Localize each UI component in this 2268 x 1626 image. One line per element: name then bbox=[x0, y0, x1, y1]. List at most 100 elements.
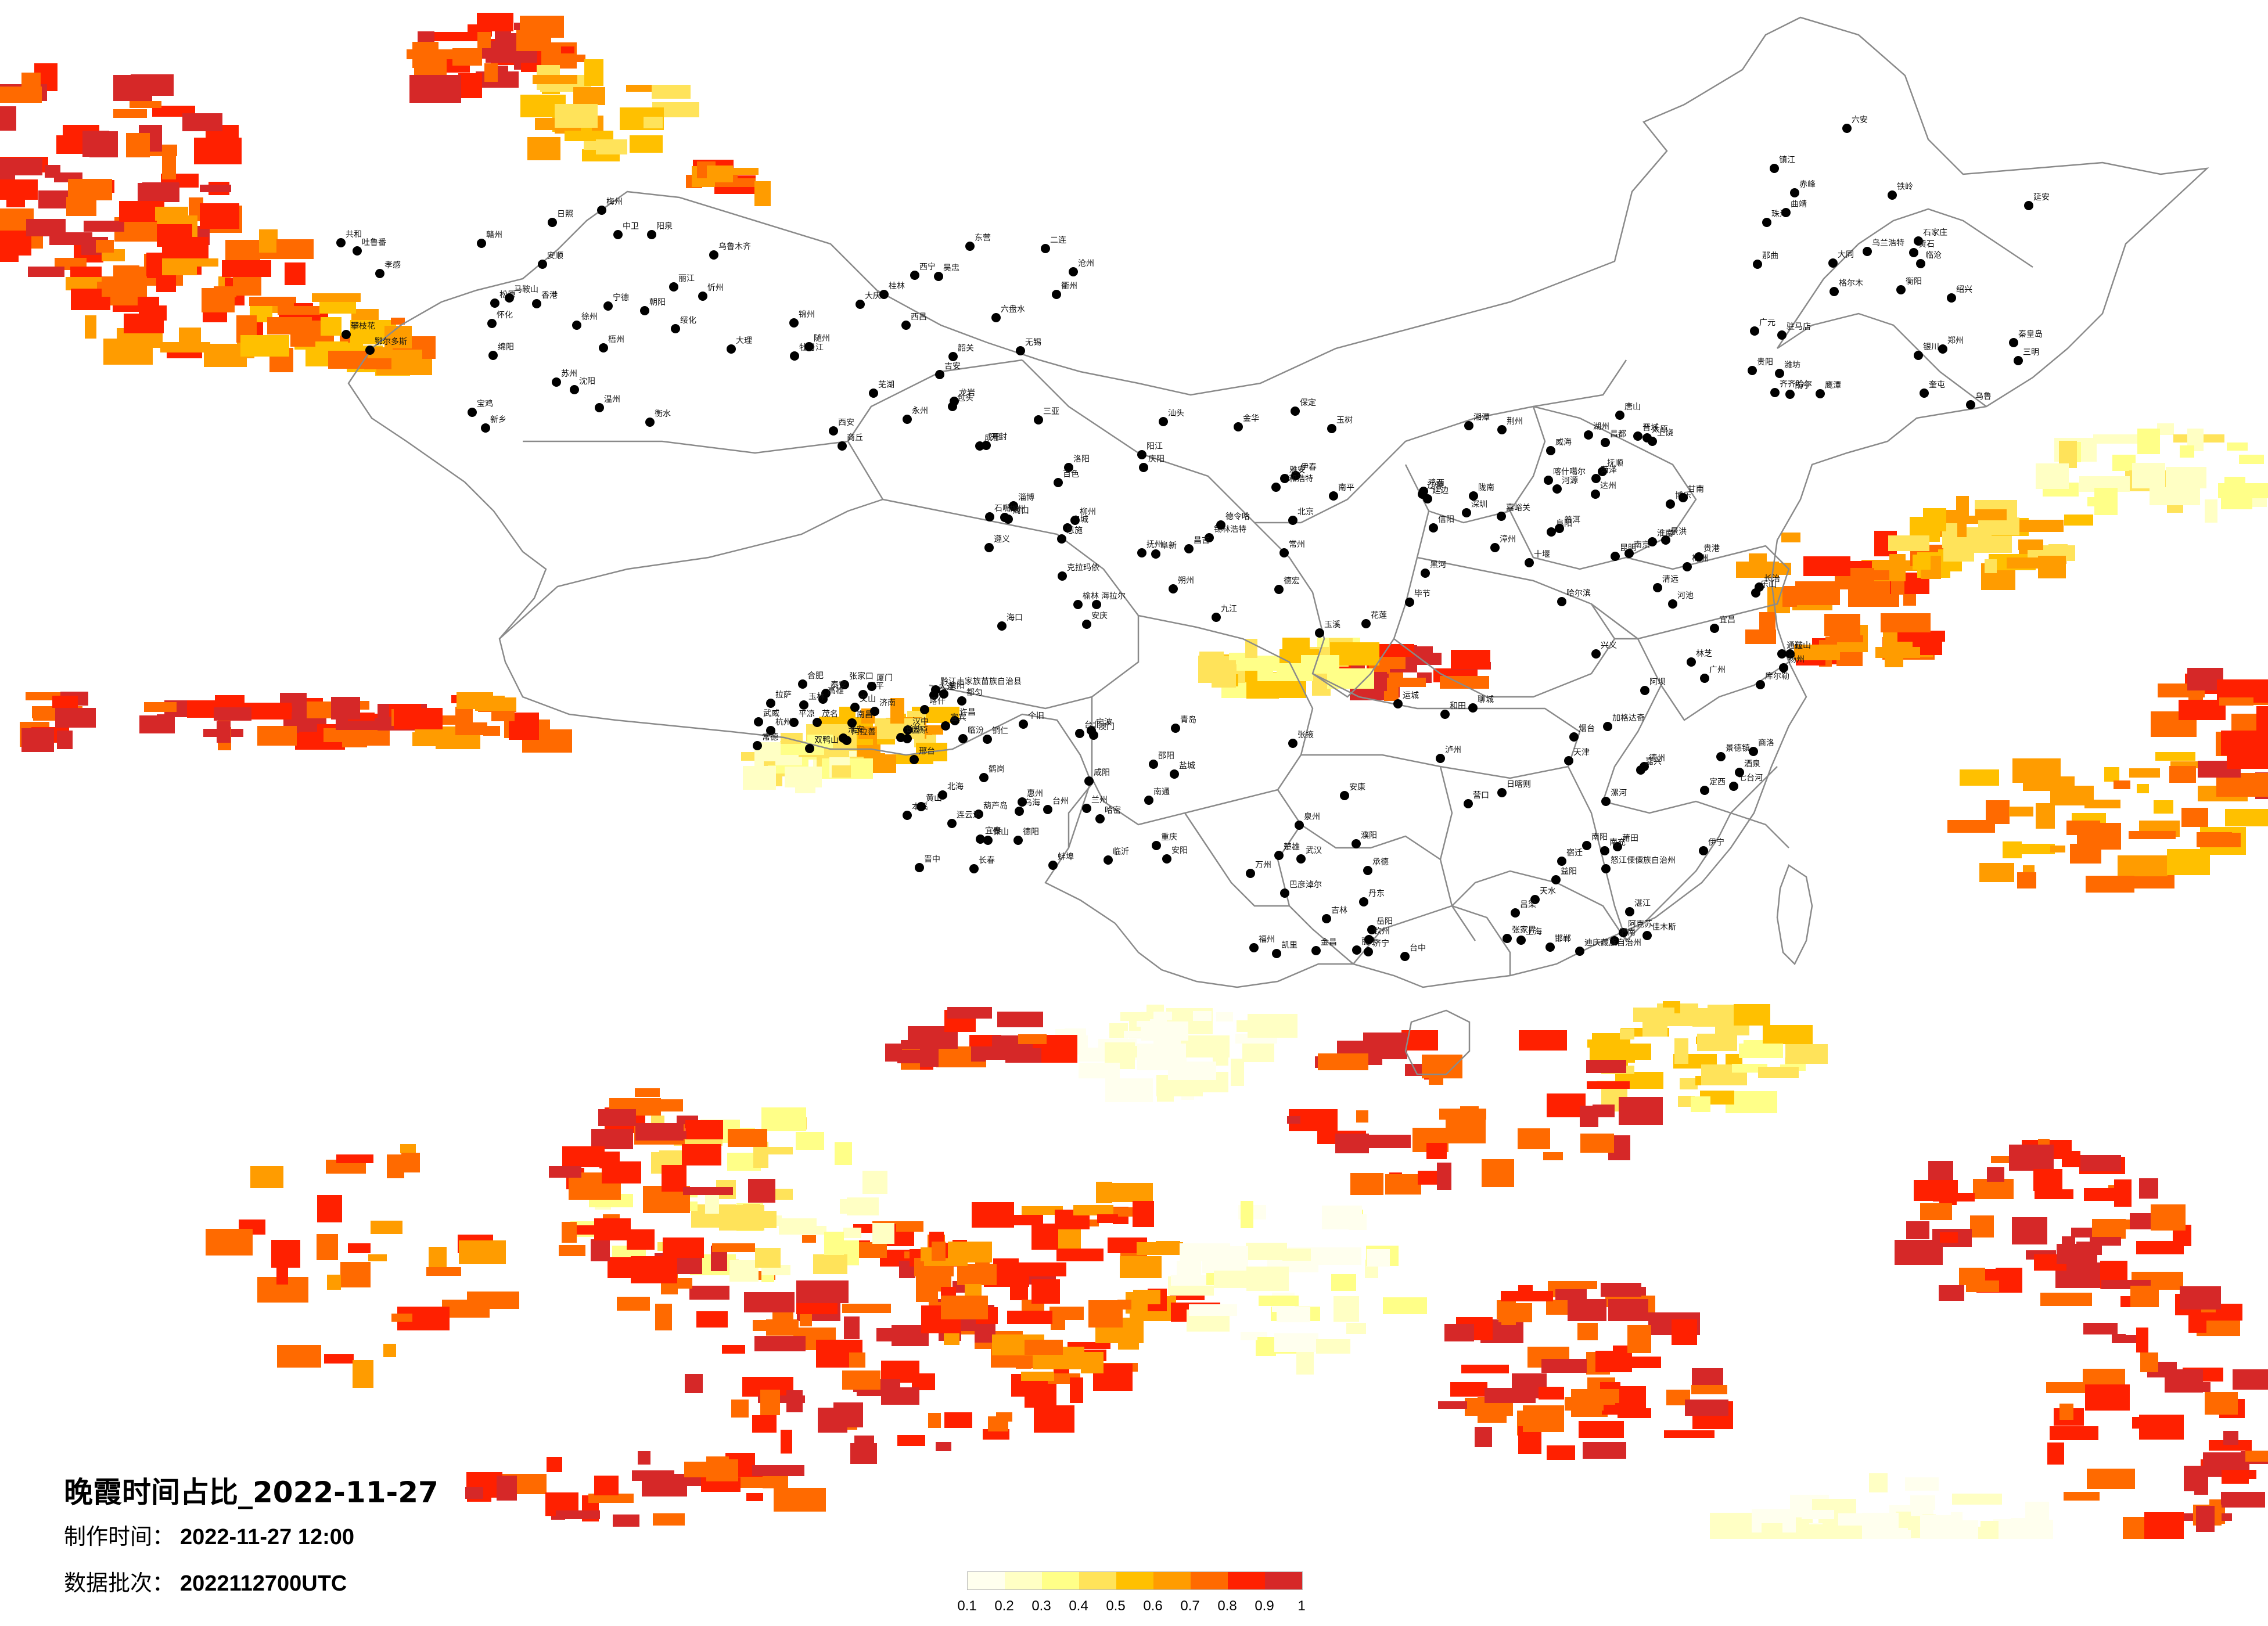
city-marker bbox=[948, 352, 958, 361]
heat-cell bbox=[1141, 1021, 1188, 1041]
city-label: 长治 bbox=[1764, 574, 1780, 584]
heat-cell bbox=[833, 1402, 863, 1427]
heat-cell bbox=[1214, 1271, 1263, 1288]
city-label: 安康 bbox=[1349, 782, 1365, 792]
city-markers: 海拉尔加格达奇黑河齐齐哈尔伊春大庆绥化鹤岗佳木斯双鸭山哈尔滨七台河鸡西乌兰浩特白… bbox=[336, 116, 2050, 961]
heat-cell bbox=[56, 135, 83, 154]
city-label: 六盘水 bbox=[1001, 304, 1025, 314]
city-label: 安庆 bbox=[1091, 611, 1108, 621]
city-marker bbox=[1205, 533, 1214, 542]
city-marker bbox=[1779, 663, 1788, 672]
city-marker bbox=[1584, 430, 1593, 440]
city-marker bbox=[1271, 483, 1281, 492]
city-marker bbox=[1888, 190, 1897, 200]
city-marker bbox=[1624, 549, 1634, 558]
city-marker bbox=[1212, 613, 1221, 622]
city-label: 绥化 bbox=[680, 316, 696, 325]
city-marker bbox=[538, 260, 547, 269]
heat-cell bbox=[760, 1390, 780, 1415]
heat-cell bbox=[400, 1144, 416, 1153]
city-marker bbox=[1082, 804, 1091, 813]
city-label: 常德 bbox=[762, 733, 778, 742]
city-marker bbox=[1019, 720, 1028, 729]
heat-cell bbox=[497, 1476, 517, 1501]
heat-cell bbox=[1785, 1044, 1828, 1064]
heat-cell bbox=[1869, 1473, 1888, 1492]
heat-cell bbox=[781, 1430, 792, 1454]
legend-tick-label: 0.3 bbox=[1031, 1598, 1051, 1614]
city-label: 新乡 bbox=[490, 415, 506, 425]
city-marker bbox=[910, 755, 919, 764]
heat-cell bbox=[491, 711, 515, 721]
heat-cell bbox=[222, 260, 271, 277]
city-label: 十堰 bbox=[1534, 550, 1550, 559]
city-marker bbox=[850, 703, 860, 712]
city-marker bbox=[1364, 947, 1373, 956]
city-label: 双鸭山 bbox=[814, 736, 839, 745]
heat-cell bbox=[1619, 1097, 1663, 1125]
city-marker bbox=[1018, 797, 1027, 807]
heat-cell bbox=[1385, 1174, 1421, 1195]
heat-cell bbox=[1985, 559, 1997, 573]
city-marker bbox=[1497, 425, 1507, 434]
city-marker bbox=[645, 418, 655, 427]
heat-cell bbox=[45, 165, 60, 178]
city-marker bbox=[958, 734, 968, 743]
heat-cell bbox=[312, 293, 361, 302]
city-label: 济南 bbox=[879, 699, 896, 708]
city-label: 玉林 bbox=[808, 692, 825, 702]
heat-cell bbox=[70, 267, 102, 277]
city-label: 徐州 bbox=[581, 312, 598, 322]
heat-cell bbox=[835, 1142, 852, 1165]
city-marker bbox=[1544, 476, 1553, 485]
heat-cell bbox=[156, 273, 176, 292]
heat-cell bbox=[1672, 1319, 1697, 1345]
legend-tick-label: 0.1 bbox=[957, 1598, 977, 1614]
city-marker bbox=[1557, 597, 1566, 606]
heat-cell bbox=[103, 339, 153, 365]
city-marker bbox=[2024, 201, 2033, 210]
city-label: 天水 bbox=[1540, 887, 1556, 896]
heat-cell bbox=[729, 1260, 759, 1282]
heat-cell bbox=[652, 85, 691, 99]
heat-cell bbox=[754, 181, 771, 206]
heat-cell bbox=[1627, 1325, 1651, 1353]
city-marker bbox=[984, 543, 994, 552]
city-marker bbox=[829, 426, 838, 436]
city-label: 安顺 bbox=[547, 251, 563, 261]
city-label: 岳阳 bbox=[1376, 917, 1393, 926]
city-label: 昌吉 bbox=[1194, 536, 1210, 545]
city-marker bbox=[1601, 438, 1610, 447]
heat-cell bbox=[271, 1240, 300, 1268]
city-label: 临沧 bbox=[1925, 250, 1942, 260]
heat-cell bbox=[1301, 655, 1339, 674]
city-label: 花莲 bbox=[1371, 611, 1387, 620]
heat-cell bbox=[755, 1248, 781, 1268]
heat-cell bbox=[26, 219, 66, 236]
city-label: 大连 bbox=[939, 682, 955, 692]
city-label: 北京 bbox=[1297, 508, 1314, 517]
heat-cell bbox=[562, 1222, 577, 1243]
city-marker bbox=[1041, 244, 1050, 253]
heat-cell bbox=[1444, 1324, 1474, 1341]
city-marker bbox=[1352, 945, 1361, 955]
heat-cell bbox=[1906, 1221, 1929, 1239]
city-marker bbox=[1516, 936, 1526, 945]
heat-cell bbox=[139, 715, 175, 733]
heat-cell bbox=[1363, 1033, 1407, 1059]
heat-cell bbox=[217, 721, 231, 743]
city-label: 杭州 bbox=[775, 718, 792, 727]
heat-cell bbox=[113, 75, 152, 101]
city-label: 绍兴 bbox=[1956, 285, 1972, 294]
city-label: 商丘 bbox=[847, 433, 863, 443]
city-label: 铁岭 bbox=[1897, 182, 1913, 192]
heat-cell bbox=[200, 185, 231, 192]
city-label: 榆林 bbox=[1083, 592, 1099, 601]
city-label: 保山 bbox=[993, 828, 1009, 837]
city-label: 克拉玛依 bbox=[1067, 563, 1099, 573]
city-label: 德州 bbox=[1649, 754, 1665, 763]
heat-cell bbox=[1580, 1106, 1598, 1127]
heat-cell bbox=[1595, 1351, 1632, 1372]
city-label: 鞍山 bbox=[1795, 641, 1811, 650]
heat-cell bbox=[1587, 1081, 1630, 1089]
